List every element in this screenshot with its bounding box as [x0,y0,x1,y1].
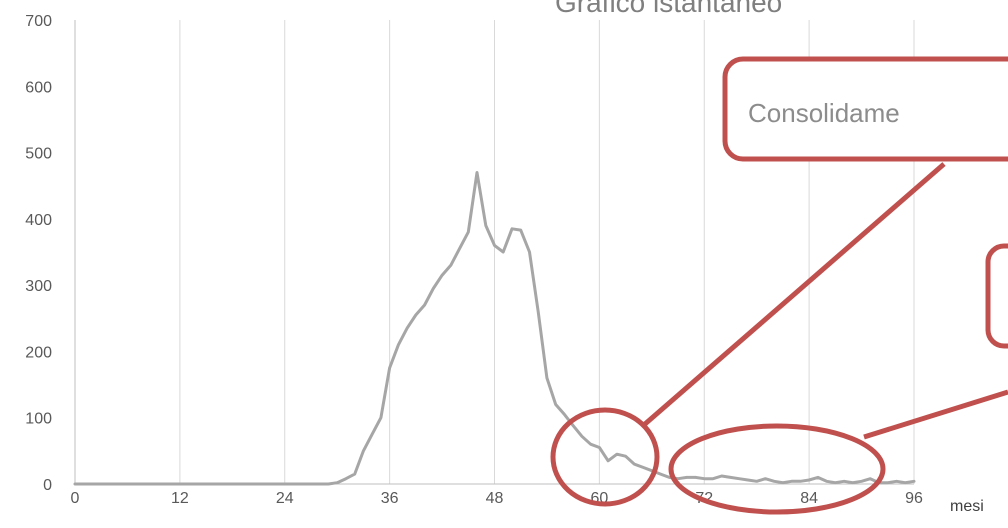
x-tick-96: 96 [905,490,923,507]
x-tick-36: 36 [381,490,399,507]
series-line-0 [73,171,916,486]
x-tick-24: 24 [276,490,294,507]
highlight-ellipse [668,423,886,515]
x-tick-84: 84 [800,490,818,507]
y-tick-500: 500 [25,146,52,163]
callout-leader-1 [643,162,946,426]
x-tick-labels: 0 12 24 36 48 60 72 84 96 [71,490,923,507]
callout-box-1 [722,56,1008,162]
y-tick-0: 0 [43,477,52,494]
x-axis-unit-label: mesi [950,498,984,515]
y-tick-200: 200 [25,344,52,361]
y-tick-labels: 0 100 200 300 400 500 600 700 [25,13,52,494]
y-tick-100: 100 [25,411,52,428]
series-layer [73,171,916,486]
y-tick-400: 400 [25,212,52,229]
callout-leader-2 [863,389,1008,440]
x-tick-12: 12 [171,490,189,507]
callouts: Consolidame [550,56,1008,515]
callout-box-2 [985,243,1008,349]
y-tick-700: 700 [25,13,52,30]
x-tick-0: 0 [71,490,80,507]
callout-text-1: Consolidame [748,98,900,128]
x-tick-48: 48 [486,490,504,507]
highlight-circle [550,407,660,507]
chart-title: Grafico istantaneo [555,0,782,18]
y-tick-600: 600 [25,79,52,96]
y-tick-300: 300 [25,278,52,295]
